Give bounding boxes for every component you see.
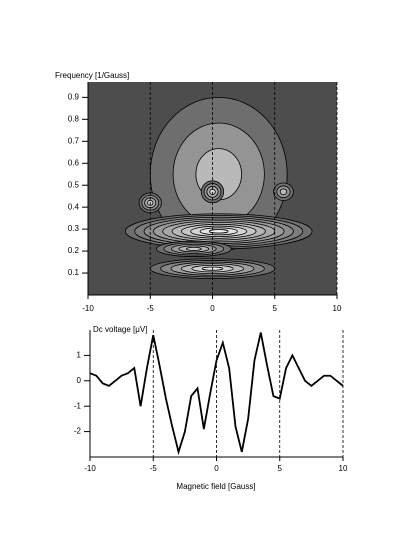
x-axis-label: Magnetic field [Gauss] <box>176 482 255 491</box>
y-tick-label: 0.8 <box>68 114 80 123</box>
y-tick-label: 0.6 <box>68 158 80 167</box>
x-tick-label: 5 <box>278 464 283 473</box>
y-tick-label: 0.5 <box>68 180 80 189</box>
y-tick-label: 1 <box>77 351 82 360</box>
x-tick-label: -10 <box>82 304 94 313</box>
contour-level <box>279 188 288 196</box>
y-tick-label: 0.4 <box>68 202 80 211</box>
y-tick-label: 0.3 <box>68 224 80 233</box>
y-tick-label: -1 <box>74 401 82 410</box>
y-tick-label: 0.7 <box>68 136 80 145</box>
y-axis-label: Dc voltage [μV] <box>93 325 147 334</box>
x-tick-label: 10 <box>339 464 348 473</box>
y-tick-label: -2 <box>74 427 82 436</box>
y-tick-label: 0 <box>77 376 82 385</box>
contour-level <box>185 246 202 251</box>
x-tick-label: 10 <box>333 304 342 313</box>
x-tick-label: 0 <box>210 304 215 313</box>
y-tick-label: 0.1 <box>68 268 80 277</box>
y-tick-label: 0.9 <box>68 92 80 101</box>
x-tick-label: 5 <box>273 304 278 313</box>
x-tick-label: 0 <box>214 464 219 473</box>
x-tick-label: -5 <box>147 304 155 313</box>
x-tick-label: -5 <box>150 464 158 473</box>
y-axis-label: Frequency [1/Gauss] <box>55 71 129 80</box>
y-tick-label: 0.2 <box>68 246 80 255</box>
x-tick-label: -10 <box>84 464 96 473</box>
contour-level <box>208 229 229 234</box>
